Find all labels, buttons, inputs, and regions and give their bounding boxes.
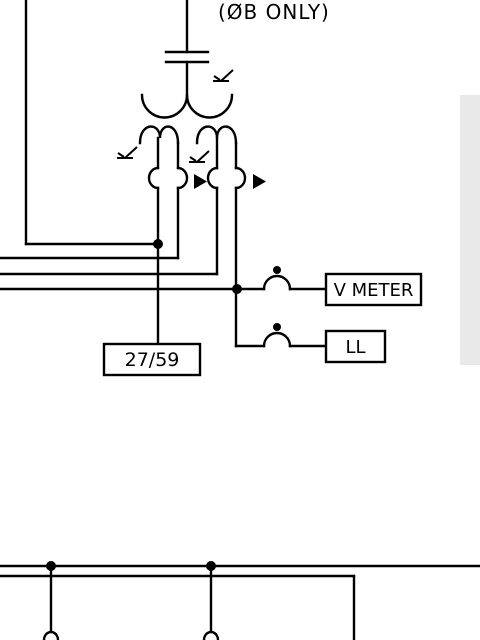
transformer-winding bbox=[138, 125, 189, 260]
ground-icon bbox=[117, 146, 138, 159]
relay-box: 27/59 bbox=[102, 342, 202, 377]
transformer-primary bbox=[140, 93, 234, 119]
phase-note-label: (ØB ONLY) bbox=[218, 0, 330, 24]
side-panel bbox=[460, 95, 480, 365]
secondary-bus-wires bbox=[0, 256, 266, 291]
transformer-winding bbox=[195, 125, 247, 348]
voltmeter-label: V METER bbox=[334, 280, 414, 301]
junction-dot-icon bbox=[206, 561, 216, 571]
fuse-icon bbox=[262, 266, 328, 291]
upper-feed-wire bbox=[24, 0, 189, 246]
ground-icon bbox=[189, 150, 210, 163]
polarity-triangle-icon bbox=[194, 174, 207, 189]
polarity-triangle-icon bbox=[253, 174, 266, 189]
voltmeter-box: V METER bbox=[324, 272, 423, 307]
capacitor-symbol bbox=[164, 50, 210, 97]
ground-icon bbox=[213, 69, 234, 82]
junction-dot-icon bbox=[46, 561, 56, 571]
relay-label: 27/59 bbox=[125, 349, 180, 371]
line-load-box: LL bbox=[324, 329, 387, 364]
fuse-icon bbox=[234, 323, 328, 348]
lower-bus-wires bbox=[0, 564, 480, 640]
line-load-label: LL bbox=[345, 337, 365, 358]
junction-dot-icon bbox=[232, 284, 242, 294]
